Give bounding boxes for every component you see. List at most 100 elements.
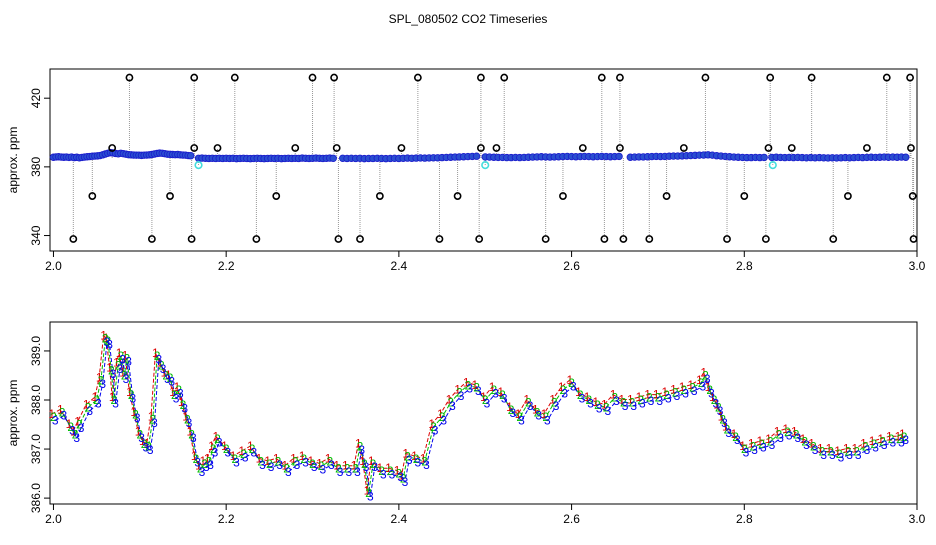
outlier-point — [559, 192, 567, 200]
series-2-point: 2 — [283, 462, 290, 476]
series-3-point: 3 — [354, 465, 361, 479]
series-3-point: 3 — [889, 436, 896, 450]
series-3-point: 3 — [872, 441, 879, 455]
series-2-point: 2 — [121, 368, 128, 382]
outlier-point — [907, 144, 915, 152]
series-1-point: 1 — [834, 444, 841, 458]
calibration-point — [194, 161, 203, 170]
series-3-point: 3 — [760, 441, 767, 455]
series-1-point: 1 — [208, 439, 215, 453]
series-3-point: 3 — [501, 392, 508, 406]
outlier-point — [213, 144, 222, 152]
series-3-point: 3 — [177, 387, 184, 401]
outlier-point — [69, 235, 78, 243]
data-point — [472, 152, 481, 160]
y-tick-label-group: 386.0 — [29, 483, 43, 513]
series-3-point: 3 — [484, 396, 491, 410]
series-3-point: 3 — [130, 392, 137, 406]
series-3-point: 3 — [363, 460, 370, 474]
series-2-point: 2 — [508, 403, 515, 417]
series-2-point: 2 — [689, 381, 696, 395]
series-1-point: 1 — [567, 373, 574, 387]
series-3-point: 3 — [639, 396, 646, 410]
series-2-point: 2 — [680, 383, 687, 397]
series-2-point: 2 — [870, 437, 877, 451]
series-2-point: 2 — [102, 332, 109, 346]
series-3-point: 3 — [691, 384, 698, 398]
series-1-point: 1 — [148, 410, 155, 424]
series-1-point: 1 — [584, 390, 591, 404]
series-1-point: 1 — [454, 383, 461, 397]
series-1-point: 1 — [333, 459, 340, 473]
series-2-point: 2 — [76, 418, 83, 432]
outlier-point — [909, 235, 918, 243]
series-3-point: 3 — [406, 453, 413, 467]
series-2-point: 2 — [206, 454, 213, 468]
series-1-point: 1 — [644, 388, 651, 402]
outlier-point — [600, 235, 609, 243]
series-2-point: 2 — [257, 454, 264, 468]
series-1-point: 1 — [489, 380, 496, 394]
series-2-point: 2 — [430, 420, 437, 434]
y-tick-label-group: 389.0 — [29, 336, 43, 366]
series-3-point: 3 — [402, 475, 409, 489]
series-3-point: 3 — [134, 411, 141, 425]
series-1-point: 1 — [122, 348, 129, 362]
series-1-point: 1 — [182, 410, 189, 424]
bottom-axes: 2.0 2.2 2.4 2.6 2.8 3.0 386.0 387.0 388.0 389.0 — [29, 336, 926, 526]
series-1-point: 1 — [212, 429, 219, 443]
series-2-point: 2 — [637, 393, 644, 407]
series-2-point: 2 — [413, 452, 420, 466]
series-1-point: 1 — [57, 402, 64, 416]
series-2-point: 2 — [214, 432, 221, 446]
series-2-point: 2 — [149, 413, 156, 427]
bottom-plot-frame — [49, 321, 918, 505]
series-1-point: 1 — [66, 417, 73, 431]
series-3-point: 3 — [311, 460, 318, 474]
series-2-point: 2 — [108, 364, 115, 378]
data-point — [760, 153, 768, 162]
series-2-point: 2 — [318, 459, 325, 473]
series-2-point: 2 — [603, 400, 610, 414]
data-point — [329, 154, 337, 162]
series-3-point: 3 — [207, 458, 214, 472]
series-2-point: 2 — [491, 383, 498, 397]
series-2-point: 2 — [117, 349, 124, 363]
x-tick-label: 2.4 — [391, 512, 408, 526]
series-1-point: 1 — [700, 366, 707, 380]
series-2-point: 2 — [706, 383, 713, 397]
series-2-point: 2 — [447, 395, 454, 409]
series-3-point: 3 — [751, 443, 758, 457]
series-3-point: 3 — [475, 384, 482, 398]
series-2-point: 2 — [145, 440, 152, 454]
series-3-point: 3 — [510, 406, 517, 420]
series-2-point: 2 — [387, 464, 394, 478]
outlier-point — [829, 235, 838, 243]
series-3-point: 3 — [579, 392, 586, 406]
series-1-point: 1 — [718, 410, 725, 424]
outlier-point — [844, 192, 852, 200]
series-3-point: 3 — [902, 433, 909, 447]
series-2-point: 2 — [551, 395, 558, 409]
series-line-3 — [54, 341, 907, 497]
series-1-point: 1 — [437, 407, 444, 421]
series-3-point: 3 — [492, 387, 499, 401]
series-3-point: 3 — [367, 490, 374, 504]
series-2-point: 2 — [223, 442, 230, 456]
series-1-point: 1 — [103, 331, 110, 345]
x-tick-label: 2.4 — [391, 259, 408, 273]
series-1-point: 1 — [100, 329, 107, 343]
series-2-point: 2 — [184, 413, 191, 427]
series-3-point: 3 — [898, 436, 905, 450]
series-1-point: 1 — [800, 432, 807, 446]
series-2-point: 2 — [819, 445, 826, 459]
series-3-point: 3 — [345, 465, 352, 479]
series-2-point: 2 — [534, 405, 541, 419]
series-2-point: 2 — [197, 462, 204, 476]
outlier-point — [740, 192, 749, 200]
series-2-point: 2 — [370, 457, 377, 471]
series-2-point: 2 — [784, 425, 791, 439]
series-2-point: 2 — [378, 464, 385, 478]
series-1-point: 1 — [765, 432, 772, 446]
